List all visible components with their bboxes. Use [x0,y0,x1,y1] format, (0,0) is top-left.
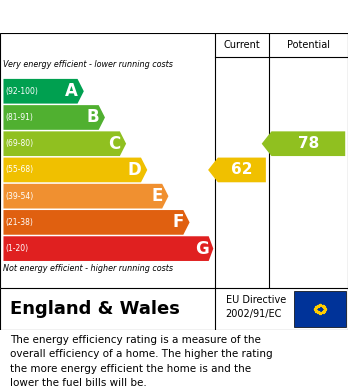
Text: (21-38): (21-38) [6,218,33,227]
Polygon shape [3,79,84,104]
Polygon shape [262,131,345,156]
Text: B: B [86,108,99,126]
Polygon shape [3,184,168,208]
Polygon shape [3,105,105,130]
Polygon shape [3,158,147,182]
Text: The energy efficiency rating is a measure of the
overall efficiency of a home. T: The energy efficiency rating is a measur… [10,335,273,388]
Text: G: G [195,240,209,258]
Text: D: D [128,161,141,179]
Text: A: A [65,82,78,100]
Text: E: E [151,187,163,205]
Text: (55-68): (55-68) [6,165,34,174]
Polygon shape [3,131,126,156]
Bar [294,291,346,326]
Text: C: C [108,135,120,153]
Text: 78: 78 [298,136,319,151]
Polygon shape [3,210,190,235]
Text: Very energy efficient - lower running costs: Very energy efficient - lower running co… [3,60,173,69]
Text: 62: 62 [231,162,253,178]
Text: (69-80): (69-80) [6,139,34,148]
Text: Potential: Potential [287,40,330,50]
Polygon shape [208,158,266,182]
Text: F: F [172,213,184,231]
Text: (81-91): (81-91) [6,113,33,122]
Text: (1-20): (1-20) [6,244,29,253]
Text: (92-100): (92-100) [6,87,38,96]
Text: England & Wales: England & Wales [10,300,180,318]
Text: EU Directive
2002/91/EC: EU Directive 2002/91/EC [226,295,286,319]
Text: Current: Current [223,40,260,50]
Text: Energy Efficiency Rating: Energy Efficiency Rating [10,9,220,24]
Polygon shape [3,236,213,261]
Text: (39-54): (39-54) [6,192,34,201]
Text: Not energy efficient - higher running costs: Not energy efficient - higher running co… [3,264,174,273]
